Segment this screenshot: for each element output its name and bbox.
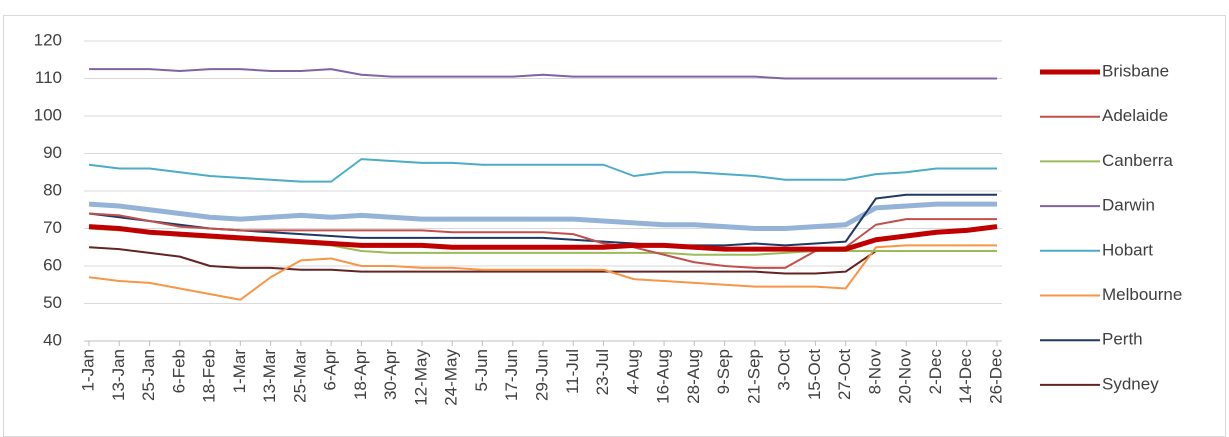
y-tick-label: 90: [43, 143, 62, 162]
series-line: [89, 68, 997, 80]
x-tick-label: 12-May: [411, 349, 430, 406]
x-tick-label: 2-Dec: [926, 349, 945, 395]
x-tick-label: 1-Mar: [230, 349, 249, 394]
x-tick-label: 26-Dec: [986, 349, 1005, 404]
legend-label: Perth: [1102, 330, 1143, 349]
legend-label: Canberra: [1102, 151, 1173, 170]
x-tick-label: 28-Aug: [684, 349, 703, 404]
x-tick-label: 17-Jun: [502, 349, 521, 401]
x-tick-label: 4-Aug: [623, 349, 642, 394]
x-tick-label: 18-Feb: [200, 349, 219, 403]
x-tick-label: 25-Mar: [290, 349, 309, 403]
x-tick-label: 20-Nov: [896, 349, 915, 404]
x-tick-label: 1-Jan: [78, 349, 97, 392]
x-tick-label: 11-Jul: [563, 349, 582, 394]
series-line: [88, 224, 998, 252]
x-tick-label: 5-Jun: [472, 349, 491, 392]
x-tick-label: 30-Apr: [381, 349, 400, 400]
x-tick-label: 21-Sep: [744, 349, 763, 404]
x-tick-label: 23-Jul: [593, 349, 612, 395]
x-tick-label: 16-Aug: [654, 349, 673, 404]
legend-label: Darwin: [1102, 196, 1155, 215]
series-line: [88, 158, 997, 183]
series-line: [88, 244, 997, 301]
y-tick-label: 40: [43, 330, 62, 349]
x-tick-label: 15-Oct: [805, 349, 824, 400]
x-tick-label: 27-Oct: [835, 349, 854, 400]
legend-label: Brisbane: [1102, 61, 1169, 80]
x-tick-label: 8-Nov: [865, 349, 884, 395]
x-tick-label: 13-Jan: [109, 349, 128, 401]
x-tick-label: 14-Dec: [956, 349, 975, 404]
x-tick-label: 18-Apr: [351, 349, 370, 400]
x-tick-label: 6-Feb: [169, 349, 188, 393]
x-tick-label: 9-Sep: [714, 349, 733, 394]
y-tick-label: 70: [43, 218, 62, 237]
x-tick-label: 24-May: [442, 349, 461, 406]
series-line: [88, 201, 997, 231]
x-tick-label: 25-Jan: [139, 349, 158, 401]
y-tick-label: 100: [34, 105, 62, 124]
y-tick-label: 110: [35, 68, 62, 87]
y-tick-label: 80: [43, 180, 62, 199]
x-tick-label: 13-Mar: [260, 349, 279, 403]
y-tick-label: 60: [43, 255, 62, 274]
chart-frame: [3, 15, 1226, 437]
y-tick-label: 120: [34, 30, 62, 49]
legend-label: Sydney: [1102, 374, 1159, 393]
legend-label: Melbourne: [1102, 285, 1182, 304]
legend-label: Adelaide: [1102, 106, 1168, 125]
series-line: [88, 246, 997, 275]
x-tick-label: 3-Oct: [775, 349, 794, 391]
x-tick-label: 29-Jun: [532, 349, 551, 401]
legend-label: Hobart: [1102, 240, 1153, 259]
x-tick-label: 6-Apr: [321, 349, 340, 391]
y-tick-label: 50: [43, 293, 62, 312]
